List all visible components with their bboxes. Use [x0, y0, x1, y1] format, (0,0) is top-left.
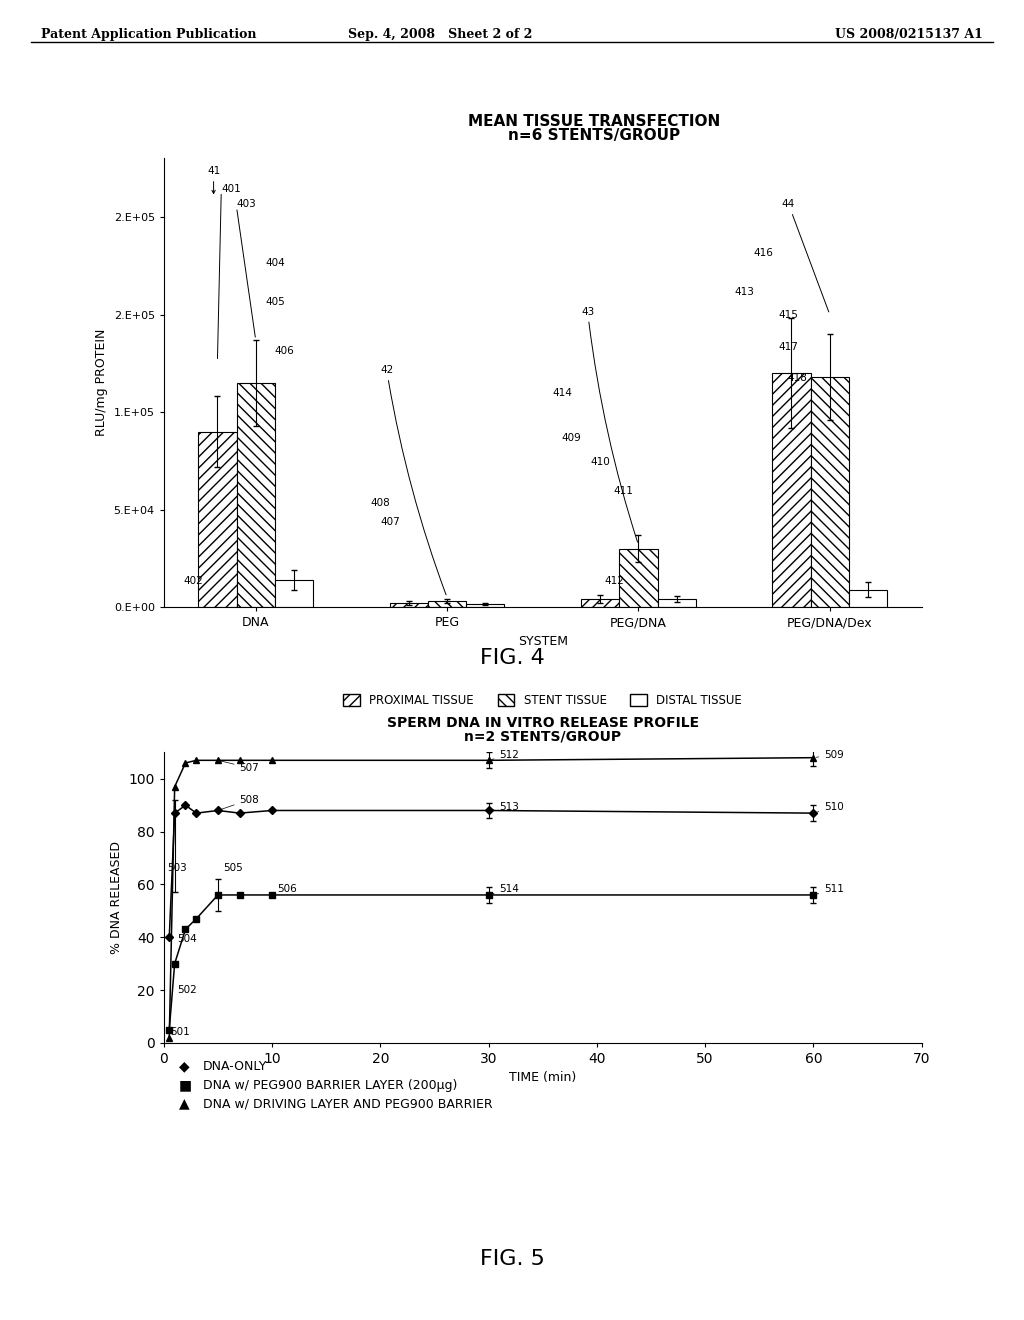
Bar	[237, 383, 274, 607]
Text: SPERM DNA IN VITRO RELEASE PROFILE: SPERM DNA IN VITRO RELEASE PROFILE	[387, 715, 698, 730]
Text: 418: 418	[787, 372, 808, 383]
Text: 43: 43	[581, 306, 638, 543]
Text: 404: 404	[265, 257, 285, 268]
Text: 44: 44	[782, 199, 828, 312]
Text: 512: 512	[492, 750, 519, 760]
Bar	[657, 599, 695, 607]
Bar	[199, 432, 237, 607]
Text: 410: 410	[591, 457, 610, 467]
Text: ■: ■	[179, 1078, 193, 1092]
Text: 42: 42	[380, 366, 446, 595]
Text: 506: 506	[272, 884, 297, 895]
X-axis label: SYSTEM: SYSTEM	[518, 635, 567, 648]
Text: 507: 507	[220, 760, 259, 774]
Y-axis label: % DNA RELEASED: % DNA RELEASED	[110, 841, 123, 954]
Text: 409: 409	[562, 433, 582, 444]
Text: 414: 414	[552, 388, 572, 399]
Text: 509: 509	[816, 750, 844, 760]
Text: 502: 502	[177, 985, 197, 995]
Text: 41: 41	[207, 166, 220, 194]
Text: 408: 408	[371, 498, 390, 508]
Text: Sep. 4, 2008   Sheet 2 of 2: Sep. 4, 2008 Sheet 2 of 2	[348, 28, 532, 41]
Text: 511: 511	[816, 884, 844, 895]
Bar	[466, 605, 505, 607]
Text: 402: 402	[183, 576, 203, 586]
Bar	[620, 549, 657, 607]
Bar	[581, 599, 620, 607]
Text: n=2 STENTS/GROUP: n=2 STENTS/GROUP	[464, 729, 622, 743]
Legend: PROXIMAL TISSUE, STENT TISSUE, DISTAL TISSUE: PROXIMAL TISSUE, STENT TISSUE, DISTAL TI…	[343, 694, 742, 708]
Text: 514: 514	[492, 884, 519, 895]
Text: 510: 510	[816, 803, 844, 813]
Text: MEAN TISSUE TRANSFECTION: MEAN TISSUE TRANSFECTION	[468, 115, 720, 129]
Text: DNA w/ DRIVING LAYER AND PEG900 BARRIER: DNA w/ DRIVING LAYER AND PEG900 BARRIER	[203, 1097, 493, 1110]
Text: 405: 405	[265, 297, 285, 306]
Text: US 2008/0215137 A1: US 2008/0215137 A1	[836, 28, 983, 41]
Text: ◆: ◆	[179, 1060, 189, 1073]
Bar	[428, 602, 466, 607]
Text: 406: 406	[274, 346, 295, 355]
Text: FIG. 5: FIG. 5	[479, 1249, 545, 1269]
Text: DNA-ONLY: DNA-ONLY	[203, 1060, 267, 1073]
Bar	[849, 590, 887, 607]
Text: 411: 411	[613, 486, 634, 496]
Text: 503: 503	[167, 863, 186, 874]
Text: 416: 416	[754, 248, 773, 257]
Text: 417: 417	[778, 342, 798, 351]
Text: Patent Application Publication: Patent Application Publication	[41, 28, 256, 41]
Text: ▲: ▲	[179, 1097, 189, 1110]
Text: DNA w/ PEG900 BARRIER LAYER (200μg): DNA w/ PEG900 BARRIER LAYER (200μg)	[203, 1078, 457, 1092]
Text: 407: 407	[380, 517, 399, 527]
Text: n=6 STENTS/GROUP: n=6 STENTS/GROUP	[508, 128, 680, 143]
Text: 513: 513	[492, 803, 519, 813]
Text: 501: 501	[170, 1027, 190, 1038]
Text: FIG. 4: FIG. 4	[479, 648, 545, 668]
Bar	[811, 378, 849, 607]
Bar	[390, 603, 428, 607]
Text: 505: 505	[223, 863, 243, 874]
Bar	[772, 374, 811, 607]
Text: 504: 504	[177, 935, 197, 945]
Text: 412: 412	[604, 576, 624, 586]
Bar	[274, 579, 313, 607]
Text: 403: 403	[237, 199, 256, 209]
Text: 401: 401	[221, 183, 241, 194]
X-axis label: TIME (min): TIME (min)	[509, 1072, 577, 1085]
Text: 508: 508	[220, 795, 259, 809]
Text: 413: 413	[734, 286, 754, 297]
Text: 415: 415	[778, 310, 798, 321]
Y-axis label: RLU/mg PROTEIN: RLU/mg PROTEIN	[95, 329, 109, 437]
